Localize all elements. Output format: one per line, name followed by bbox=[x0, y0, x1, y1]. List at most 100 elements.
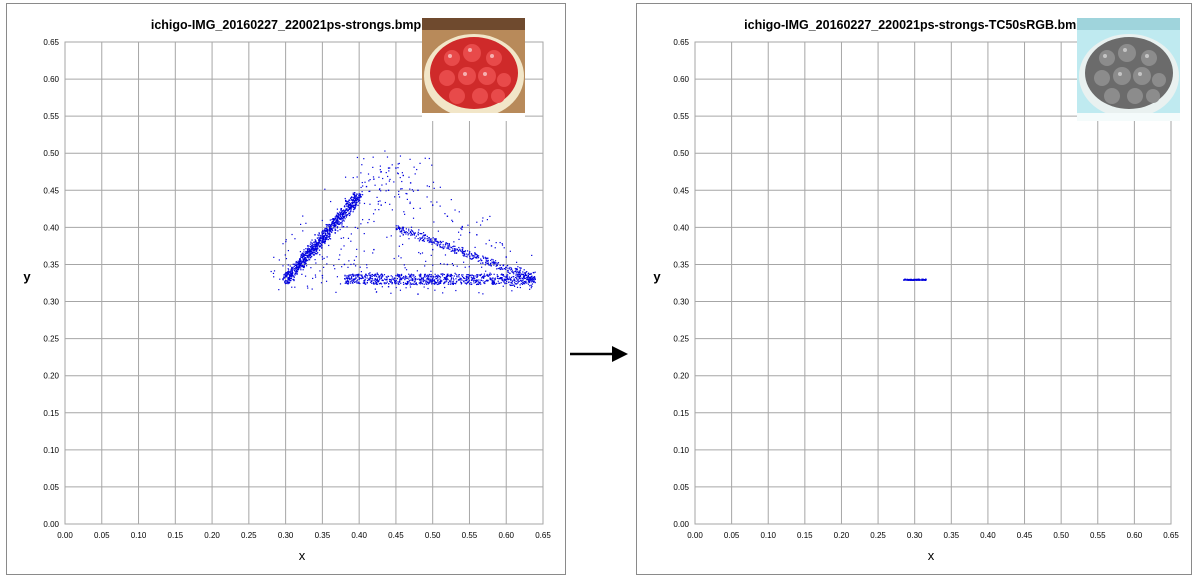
data-point bbox=[384, 201, 387, 204]
data-point bbox=[344, 199, 347, 202]
data-point bbox=[431, 278, 433, 280]
data-point bbox=[423, 239, 425, 241]
data-point bbox=[358, 198, 360, 200]
data-point bbox=[446, 215, 449, 217]
data-point bbox=[390, 235, 392, 237]
data-point bbox=[367, 222, 369, 224]
data-point bbox=[300, 254, 302, 256]
data-point bbox=[493, 261, 495, 263]
data-point bbox=[471, 257, 474, 260]
data-point bbox=[353, 279, 356, 281]
data-point bbox=[412, 283, 414, 285]
data-point bbox=[511, 284, 513, 286]
data-point bbox=[435, 282, 437, 284]
data-point bbox=[294, 271, 296, 273]
data-point bbox=[307, 287, 309, 289]
data-point bbox=[330, 229, 332, 231]
data-point bbox=[351, 198, 353, 201]
data-point bbox=[349, 213, 351, 215]
data-point bbox=[356, 279, 359, 281]
data-point bbox=[364, 276, 366, 278]
data-point bbox=[461, 246, 463, 249]
data-point bbox=[419, 237, 421, 239]
data-point bbox=[294, 272, 297, 275]
data-point bbox=[348, 206, 350, 208]
data-point bbox=[449, 283, 451, 285]
data-point bbox=[299, 263, 301, 265]
data-point bbox=[916, 279, 918, 281]
data-point bbox=[523, 281, 525, 283]
data-point bbox=[288, 279, 290, 281]
data-point bbox=[521, 273, 523, 275]
data-point bbox=[526, 275, 528, 277]
data-point bbox=[483, 276, 485, 278]
data-point bbox=[422, 278, 424, 280]
data-point bbox=[278, 259, 280, 261]
data-point bbox=[473, 279, 475, 281]
data-point bbox=[326, 225, 328, 227]
data-point bbox=[288, 269, 290, 271]
data-point bbox=[465, 255, 467, 257]
data-point bbox=[402, 228, 404, 230]
data-point bbox=[435, 275, 437, 278]
x-tick-label: 0.45 bbox=[388, 531, 404, 540]
data-point bbox=[431, 248, 434, 251]
data-point bbox=[400, 278, 402, 280]
data-point bbox=[298, 262, 300, 265]
data-point bbox=[322, 235, 324, 237]
data-point bbox=[408, 230, 410, 232]
data-point bbox=[374, 288, 376, 290]
data-point bbox=[311, 242, 313, 245]
data-point bbox=[506, 282, 508, 284]
data-point bbox=[341, 210, 343, 213]
data-point bbox=[405, 269, 408, 271]
data-point bbox=[305, 252, 308, 254]
data-point bbox=[398, 190, 400, 193]
data-point bbox=[420, 280, 422, 282]
data-point bbox=[399, 235, 401, 237]
data-point bbox=[470, 279, 473, 281]
data-point bbox=[439, 280, 441, 282]
data-point bbox=[512, 271, 514, 274]
data-point bbox=[312, 247, 314, 250]
data-point bbox=[477, 260, 479, 262]
data-point bbox=[291, 267, 293, 270]
data-point bbox=[499, 277, 501, 280]
data-point bbox=[429, 279, 431, 282]
data-point bbox=[345, 214, 347, 217]
data-point bbox=[514, 270, 516, 273]
data-point bbox=[334, 218, 336, 220]
data-point bbox=[303, 257, 306, 260]
data-point bbox=[291, 271, 293, 273]
data-point bbox=[294, 286, 296, 288]
data-point bbox=[344, 218, 346, 220]
data-point bbox=[423, 240, 425, 242]
data-point bbox=[352, 280, 354, 282]
data-point bbox=[508, 278, 510, 280]
data-point bbox=[322, 240, 324, 242]
data-point bbox=[918, 278, 920, 281]
data-point bbox=[325, 232, 327, 235]
data-point bbox=[351, 279, 353, 281]
data-point bbox=[494, 262, 496, 264]
data-point bbox=[332, 230, 334, 232]
data-point bbox=[452, 220, 454, 223]
data-point bbox=[445, 242, 447, 244]
data-point bbox=[511, 270, 514, 272]
data-point bbox=[429, 274, 431, 276]
data-point bbox=[406, 198, 408, 201]
data-point bbox=[513, 279, 515, 281]
data-point bbox=[348, 205, 350, 207]
data-point bbox=[309, 250, 311, 252]
data-point bbox=[484, 281, 486, 283]
data-point bbox=[446, 263, 449, 266]
data-point bbox=[328, 235, 330, 237]
data-point bbox=[294, 274, 296, 276]
data-point bbox=[479, 281, 481, 283]
data-point bbox=[502, 274, 504, 276]
data-point bbox=[308, 250, 310, 252]
data-point bbox=[516, 286, 519, 288]
data-point bbox=[437, 241, 439, 244]
data-point bbox=[391, 164, 393, 166]
data-point bbox=[419, 279, 421, 281]
